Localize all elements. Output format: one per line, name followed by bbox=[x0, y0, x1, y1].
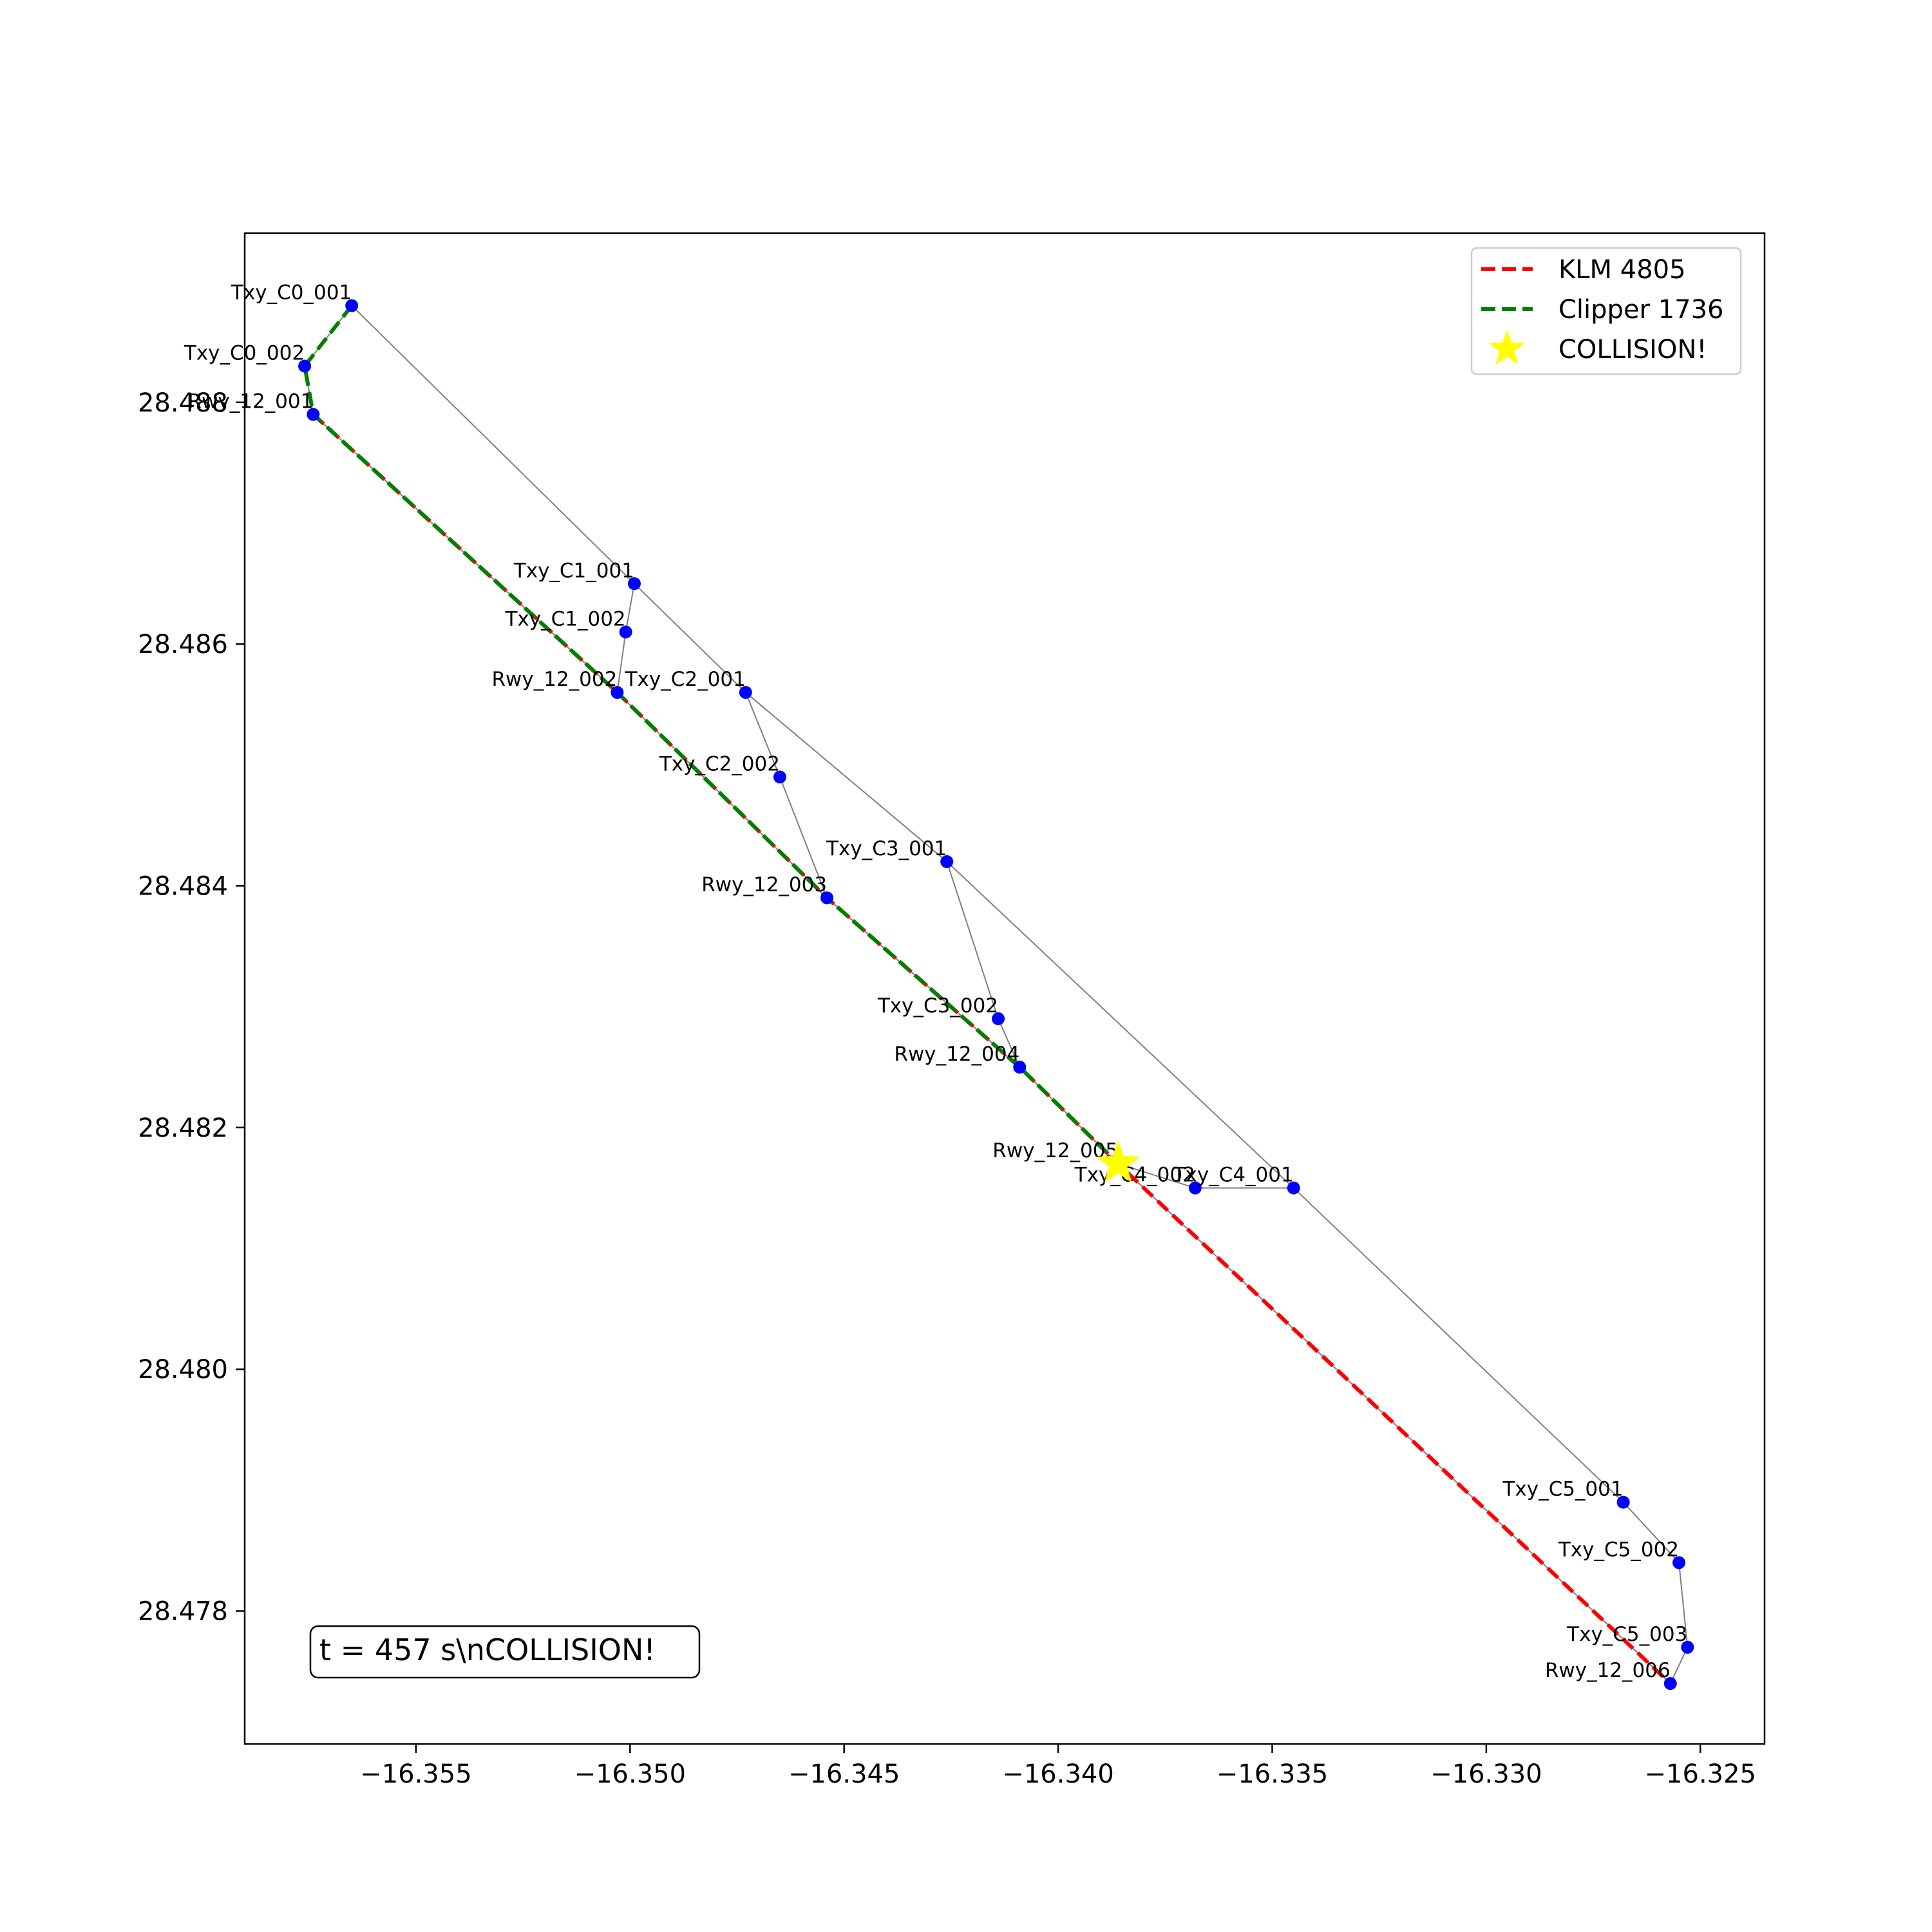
y-tick-label: 28.482 bbox=[138, 1113, 228, 1143]
node-label-txy-c5-003: Txy_C5_003 bbox=[1566, 1623, 1687, 1646]
edge-txy-c5-001-txy-c5-002 bbox=[1622, 1501, 1680, 1564]
node-txy-c5-001 bbox=[1616, 1495, 1630, 1509]
node-rwy-12-002 bbox=[611, 686, 624, 699]
node-txy-c5-003 bbox=[1681, 1640, 1694, 1654]
edge-txy-c3-002-rwy-12-004 bbox=[998, 1018, 1021, 1068]
node-txy-c2-002 bbox=[773, 770, 786, 784]
node-txy-c1-002 bbox=[619, 625, 632, 639]
collision-star-marker bbox=[1095, 1141, 1141, 1183]
node-rwy-12-004 bbox=[1013, 1060, 1027, 1074]
x-tick-label: −16.340 bbox=[1002, 1759, 1113, 1789]
legend-label-klm: KLM 4805 bbox=[1558, 255, 1686, 285]
edge-txy-c2-001-txy-c2-002 bbox=[744, 692, 781, 777]
node-txy-c2-001 bbox=[739, 686, 752, 699]
edge-txy-c3-001-txy-c4-001 bbox=[946, 861, 1294, 1189]
node-label-txy-c1-002: Txy_C1_002 bbox=[504, 607, 625, 630]
node-label-rwy-12-004: Rwy_12_004 bbox=[894, 1043, 1019, 1066]
y-tick-label: 28.480 bbox=[138, 1355, 228, 1385]
edge-txy-c1-001-txy-c1-002 bbox=[625, 583, 635, 632]
node-label-txy-c5-001: Txy_C5_001 bbox=[1502, 1478, 1623, 1501]
edge-txy-c0-001-txy-c1-001 bbox=[351, 305, 635, 584]
node-label-txy-c0-001: Txy_C0_001 bbox=[231, 281, 352, 305]
node-txy-c4-002 bbox=[1188, 1181, 1202, 1195]
node-label-rwy-12-005: Rwy_12_005 bbox=[992, 1139, 1118, 1162]
x-tick-label: −16.345 bbox=[788, 1759, 900, 1789]
node-rwy-12-003 bbox=[820, 891, 834, 905]
edge-txy-c5-002-txy-c5-003 bbox=[1678, 1562, 1689, 1647]
node-label-txy-c2-001: Txy_C2_001 bbox=[625, 668, 746, 691]
annotation-text: t = 457 s\nCOLLISION! bbox=[319, 1633, 656, 1667]
x-tick-label: −16.330 bbox=[1430, 1759, 1542, 1789]
axis-ticks: −16.355 −16.350 −16.345 −16.340 −16.335 −16.3… bbox=[138, 388, 1756, 1789]
legend-star-icon bbox=[1488, 330, 1526, 365]
legend: KLM 4805 Clipper 1736 COLLISION! bbox=[1470, 247, 1742, 375]
x-tick-label: −16.325 bbox=[1645, 1759, 1756, 1789]
plot-frame bbox=[243, 232, 1766, 1745]
node-label-txy-c3-002: Txy_C3_002 bbox=[877, 994, 998, 1018]
edge-txy-c2-001-txy-c3-001 bbox=[745, 692, 947, 862]
node-label-txy-c2-002: Txy_C2_002 bbox=[659, 753, 780, 776]
node-txy-c3-002 bbox=[992, 1012, 1005, 1025]
node-txy-c0-002 bbox=[298, 359, 312, 373]
series-line-clipper-1736 bbox=[302, 304, 1120, 1166]
node-txy-c0-001 bbox=[345, 299, 359, 312]
node-label-rwy-12-001: Rwy_12_001 bbox=[188, 390, 314, 413]
legend-label-collision: COLLISION! bbox=[1558, 335, 1707, 365]
edge-txy-c5-003-rwy-12-006 bbox=[1669, 1647, 1689, 1684]
node-label-rwy-12-006: Rwy_12_006 bbox=[1545, 1659, 1671, 1682]
y-tick-label: 28.478 bbox=[138, 1597, 228, 1627]
node-rwy-12-001 bbox=[307, 408, 320, 421]
x-tick-label: −16.355 bbox=[360, 1759, 471, 1789]
node-txy-c4-001 bbox=[1287, 1181, 1300, 1195]
y-tick-label: 28.486 bbox=[138, 630, 228, 659]
collision-layer bbox=[1095, 1141, 1141, 1183]
edge-txy-c3-001-txy-c3-002 bbox=[946, 861, 999, 1019]
node-txy-c5-002 bbox=[1672, 1556, 1686, 1569]
y-tick-label: 28.488 bbox=[138, 388, 228, 418]
node-txy-c1-001 bbox=[627, 577, 641, 591]
edge-txy-c1-001-txy-c2-001 bbox=[634, 583, 746, 693]
node-rwy-12-006 bbox=[1663, 1677, 1677, 1690]
node-label-txy-c3-001: Txy_C3_001 bbox=[826, 837, 947, 860]
y-tick-label: 28.484 bbox=[138, 871, 228, 901]
legend-box bbox=[1470, 247, 1742, 375]
node-label-txy-c5-002: Txy_C5_002 bbox=[1558, 1538, 1679, 1561]
status-annotation: t = 457 s\nCOLLISION! bbox=[309, 1625, 701, 1679]
node-txy-c3-001 bbox=[940, 855, 954, 868]
edge-txy-c4-002-rwy-12-005 bbox=[1117, 1163, 1196, 1189]
node-label-txy-c4-002: Txy_C4_002 bbox=[1074, 1164, 1195, 1187]
node-labels: Txy_C0_001Txy_C0_002Rwy_12_001Txy_C1_001… bbox=[184, 281, 1687, 1683]
node-label-rwy-12-003: Rwy_12_003 bbox=[701, 873, 827, 896]
x-tick-label: −16.335 bbox=[1217, 1759, 1328, 1789]
node-label-txy-c4-001: Txy_C4_001 bbox=[1173, 1164, 1294, 1187]
annotation-box bbox=[309, 1625, 701, 1679]
edge-txy-c1-002-rwy-12-002 bbox=[616, 632, 627, 693]
legend-label-clipper: Clipper 1736 bbox=[1558, 295, 1724, 325]
edge-txy-c2-002-rwy-12-003 bbox=[779, 777, 828, 898]
node-label-txy-c1-001: Txy_C1_001 bbox=[513, 559, 634, 582]
node-label-rwy-12-002: Rwy_12_002 bbox=[492, 668, 618, 691]
x-tick-label: −16.350 bbox=[574, 1759, 686, 1789]
edge-txy-c4-001-txy-c5-001 bbox=[1293, 1187, 1624, 1503]
